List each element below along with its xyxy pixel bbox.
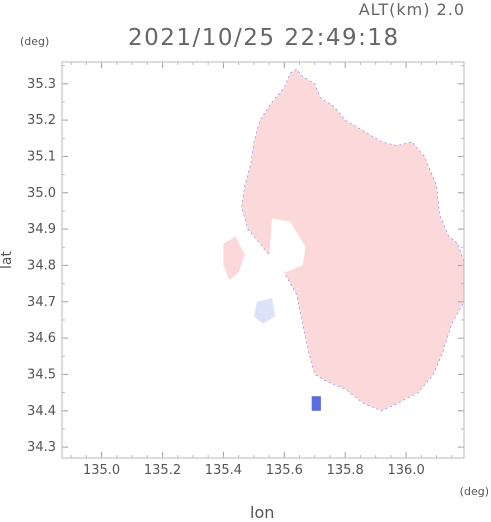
y-axis-unit: (deg)	[20, 35, 50, 48]
blue-patch-west-region	[253, 298, 276, 324]
x-axis-unit: (deg)	[459, 485, 489, 498]
blue-patch-south-region	[311, 396, 321, 411]
x-tick-label: 135.8	[327, 463, 364, 478]
echo-regions	[223, 68, 465, 412]
altitude-label: ALT(km) 2.0	[358, 0, 465, 19]
y-tick-label: 35.2	[27, 113, 56, 128]
x-tick-label: 135.2	[144, 463, 181, 478]
y-tick-label: 34.7	[27, 295, 56, 310]
observation-datetime: 2021/10/25 22:49:18	[128, 25, 400, 51]
x-tick-label: 135.6	[266, 463, 303, 478]
x-tick-label: 136.0	[388, 463, 425, 478]
y-tick-label: 35.0	[27, 186, 56, 201]
y-tick-label: 34.6	[27, 331, 56, 346]
x-axis-label: lon	[250, 503, 275, 522]
y-tick-label: 35.3	[27, 77, 56, 92]
y-tick-label: 34.5	[27, 367, 56, 382]
x-tick-label: 135.0	[83, 463, 120, 478]
axis-ticks: 135.0 135.2 135.4 135.6 135.8 136.0 34.3 34.4 34…	[27, 62, 464, 478]
y-tick-label: 35.1	[27, 149, 56, 164]
y-tick-label: 34.8	[27, 258, 56, 273]
plot-frame	[61, 61, 465, 459]
y-tick-label: 34.4	[27, 404, 56, 419]
west-arc-echo-region	[223, 236, 245, 280]
x-tick-label: 135.4	[205, 463, 242, 478]
y-tick-label: 34.9	[27, 222, 56, 237]
y-tick-label: 34.3	[27, 440, 56, 455]
gap-area-region	[269, 218, 306, 273]
main-echo-region	[241, 68, 465, 412]
